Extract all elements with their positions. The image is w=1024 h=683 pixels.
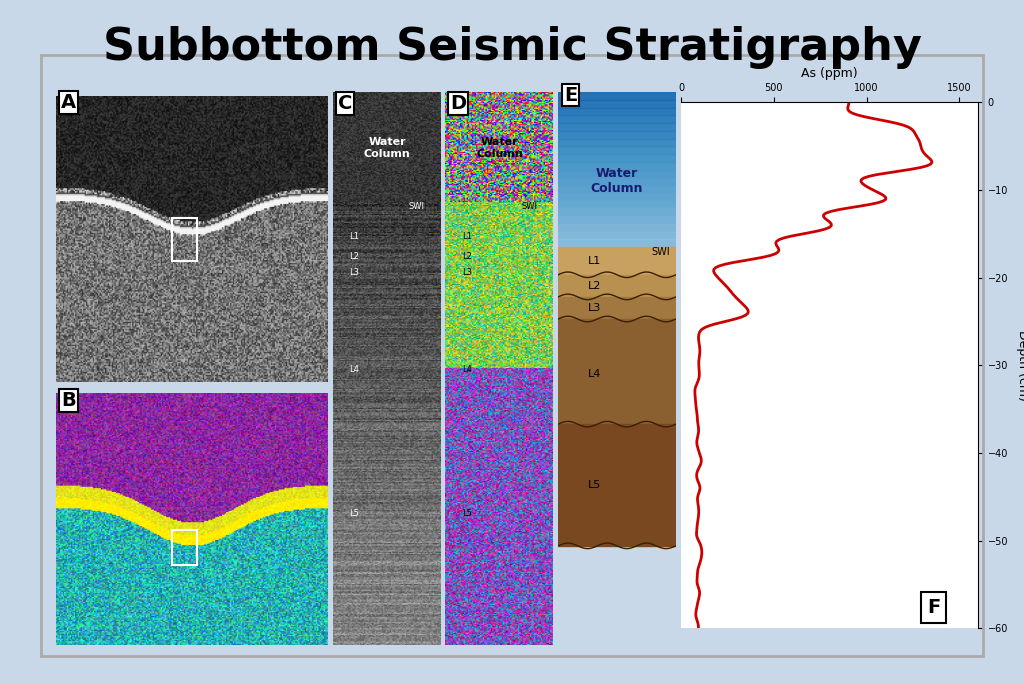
Text: L1: L1: [349, 232, 359, 241]
Text: C: C: [338, 94, 352, 113]
Bar: [558, 123, 676, 131]
Bar: [558, 224, 676, 232]
Bar: [558, 208, 676, 216]
Text: L5: L5: [462, 509, 472, 518]
Text: L1: L1: [462, 232, 472, 241]
Text: L4: L4: [588, 370, 601, 379]
Bar: [558, 216, 676, 224]
Text: L1: L1: [588, 256, 601, 266]
Text: B: B: [61, 391, 76, 410]
Text: Subbottom Seismic Stratigraphy: Subbottom Seismic Stratigraphy: [102, 27, 922, 69]
Bar: [558, 162, 676, 169]
Text: D: D: [451, 94, 466, 113]
Bar: [558, 185, 676, 193]
Text: L3: L3: [462, 268, 472, 277]
Bar: [558, 178, 676, 185]
Text: L4: L4: [462, 365, 472, 374]
Text: E: E: [564, 85, 578, 104]
Text: L3: L3: [588, 303, 601, 313]
Text: Water
Column: Water Column: [364, 137, 411, 159]
Text: A: A: [61, 93, 76, 112]
Y-axis label: Depth (cm): Depth (cm): [1016, 330, 1024, 401]
Bar: [558, 247, 676, 275]
Text: L4: L4: [349, 365, 359, 374]
Bar: [558, 232, 676, 239]
Text: Water
Column: Water Column: [591, 167, 643, 195]
X-axis label: As (ppm): As (ppm): [801, 67, 858, 80]
Bar: [558, 201, 676, 208]
Bar: [558, 115, 676, 123]
Bar: [172, 219, 197, 262]
FancyBboxPatch shape: [558, 92, 676, 247]
Bar: [558, 154, 676, 162]
Bar: [558, 275, 676, 297]
Text: Water
Column: Water Column: [476, 137, 523, 159]
Bar: [558, 92, 676, 100]
Bar: [558, 169, 676, 178]
Bar: [558, 139, 676, 146]
Text: SWI: SWI: [521, 202, 538, 211]
Text: F: F: [927, 598, 940, 617]
Bar: [172, 530, 197, 566]
Bar: [558, 297, 676, 319]
Text: L5: L5: [588, 480, 601, 490]
Bar: [558, 319, 676, 424]
Bar: [558, 193, 676, 201]
Bar: [558, 239, 676, 247]
Text: L2: L2: [349, 252, 359, 261]
Text: L2: L2: [462, 252, 472, 261]
Bar: [558, 108, 676, 115]
Bar: [558, 131, 676, 139]
Bar: [558, 424, 676, 546]
Text: L5: L5: [349, 509, 359, 518]
Text: L3: L3: [349, 268, 359, 277]
Bar: [558, 100, 676, 108]
Bar: [558, 146, 676, 154]
Text: SWI: SWI: [409, 202, 425, 211]
Text: SWI: SWI: [651, 247, 670, 257]
Text: L2: L2: [588, 281, 601, 291]
